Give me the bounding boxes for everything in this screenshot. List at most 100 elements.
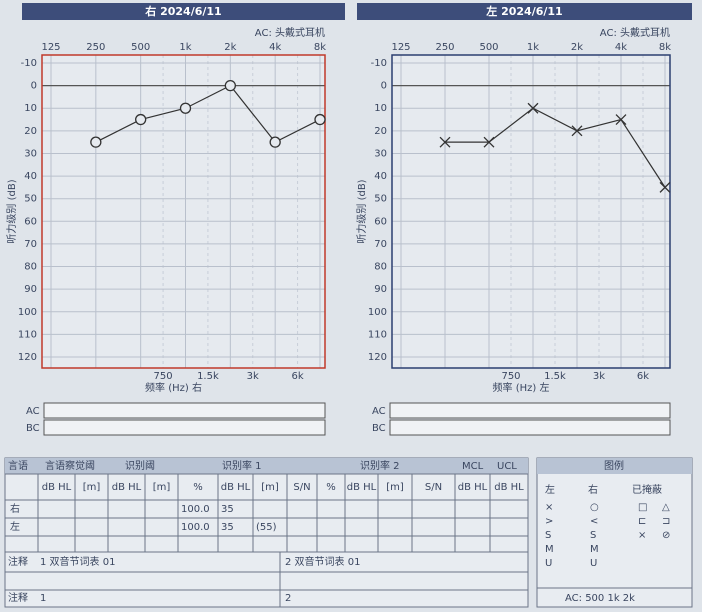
note: 1 双音节词表 01 — [40, 555, 115, 568]
series-line — [95, 84, 321, 143]
legend-symbol: × — [638, 530, 646, 541]
plot-frame — [391, 54, 671, 369]
legend-symbol: S — [590, 530, 596, 541]
strip-label: BC — [26, 423, 40, 434]
table-subheader: dB HL — [112, 482, 142, 493]
legend-symbol: > — [545, 516, 553, 527]
y-tick-label: 90 — [24, 284, 37, 295]
legend-symbol: M — [545, 544, 554, 555]
data-point — [439, 136, 451, 148]
table-header-label: 言语察觉阈 — [45, 459, 95, 472]
x-tick-label: 500 — [479, 42, 498, 53]
x-tick-label: 125 — [41, 42, 60, 53]
row-label: 右 — [10, 502, 20, 515]
chart-title: 左 2024/6/11 — [485, 4, 562, 18]
legend-column: 右 — [588, 483, 598, 496]
footer-note: 2 — [285, 593, 291, 604]
table-cell: 35 — [221, 522, 234, 533]
chart-note: AC: 头戴式耳机 — [600, 26, 670, 39]
x-tick-label: 8k — [314, 42, 326, 53]
data-point — [179, 102, 192, 114]
x-tick-label: 4k — [269, 42, 281, 53]
plot-area — [42, 55, 325, 368]
y-tick-label: -10 — [21, 58, 37, 69]
table-subheader: [m] — [386, 482, 404, 493]
x-mid-tick-label: 3k — [593, 371, 605, 382]
data-point — [314, 113, 326, 126]
data-point — [135, 113, 147, 126]
legend-symbol: < — [590, 516, 598, 527]
x-mid-tick-label: 6k — [292, 371, 304, 382]
x-tick-label: 2k — [224, 42, 236, 53]
y-tick-label: 120 — [368, 352, 387, 363]
x-mid-tick-label: 3k — [247, 371, 259, 382]
legend-header — [537, 458, 692, 474]
x-mid-tick-label: 750 — [154, 371, 173, 382]
legend-symbol: M — [590, 544, 599, 555]
strip-label: AC — [26, 406, 40, 417]
table-header-label: 识别率 2 — [360, 459, 400, 472]
strip-label: AC — [372, 406, 386, 417]
table-header-label: 识别率 1 — [222, 459, 262, 472]
chart-header — [357, 3, 692, 20]
y-tick-label: 80 — [24, 262, 37, 273]
y-tick-label: 30 — [374, 148, 387, 159]
table-subheader: % — [326, 482, 336, 493]
y-tick-label: 110 — [18, 329, 37, 340]
plot-frame — [41, 54, 326, 369]
y-tick-label: 0 — [381, 81, 387, 92]
notes-label: 注释 — [8, 555, 28, 568]
legend-symbol: ○ — [590, 502, 599, 513]
x-tick-label: 125 — [391, 42, 410, 53]
strip-box — [389, 402, 671, 419]
legend-column: 左 — [545, 483, 555, 496]
table-subheader: dB HL — [42, 482, 72, 493]
table-header-label: MCL — [462, 461, 484, 472]
legend-symbol: U — [590, 558, 597, 569]
data-point — [269, 136, 281, 148]
data-point — [571, 125, 583, 137]
chart-note: AC: 头戴式耳机 — [255, 26, 325, 39]
y-axis-label: 听力级别 (dB) — [5, 179, 18, 243]
data-point — [527, 102, 539, 114]
y-tick-label: 100 — [18, 307, 37, 318]
legend-symbol: ⊐ — [662, 516, 670, 527]
legend-frame — [536, 457, 693, 608]
strip-box — [389, 419, 671, 436]
y-tick-label: 40 — [24, 171, 37, 182]
data-point — [224, 79, 236, 92]
y-tick-label: 90 — [374, 284, 387, 295]
y-tick-label: 60 — [374, 216, 387, 227]
table-header-label: 识别阈 — [125, 459, 155, 472]
x-tick-label: 1k — [527, 42, 539, 53]
strip-box — [43, 402, 326, 419]
y-tick-label: 100 — [368, 307, 387, 318]
legend-column: 已掩蔽 — [632, 483, 662, 496]
row-label: 左 — [10, 520, 20, 533]
x-mid-tick-label: 1.5k — [544, 371, 566, 382]
table-subheader: dB HL — [458, 482, 488, 493]
y-axis-label: 听力级别 (dB) — [355, 179, 368, 243]
legend-symbol: △ — [662, 502, 670, 513]
footer-note: 1 — [40, 593, 46, 604]
y-tick-label: 120 — [18, 352, 37, 363]
x-tick-label: 500 — [131, 42, 150, 53]
table-subheader: S/N — [293, 482, 310, 493]
legend-symbol: □ — [638, 502, 647, 513]
chart-header — [22, 3, 345, 20]
y-tick-label: 0 — [31, 81, 37, 92]
table-cell: (55) — [256, 522, 277, 533]
x-tick-label: 2k — [571, 42, 583, 53]
strip-label: BC — [372, 423, 386, 434]
x-tick-label: 250 — [435, 42, 454, 53]
legend-symbol: ⊏ — [638, 516, 646, 527]
x-tick-label: 8k — [659, 42, 671, 53]
y-tick-label: 110 — [368, 329, 387, 340]
y-tick-label: 60 — [24, 216, 37, 227]
table-cell: 100.0 — [181, 522, 210, 533]
data-point — [483, 136, 495, 148]
legend-symbol: ⊘ — [662, 530, 670, 541]
y-tick-label: 80 — [374, 262, 387, 273]
y-tick-label: 10 — [374, 103, 387, 114]
